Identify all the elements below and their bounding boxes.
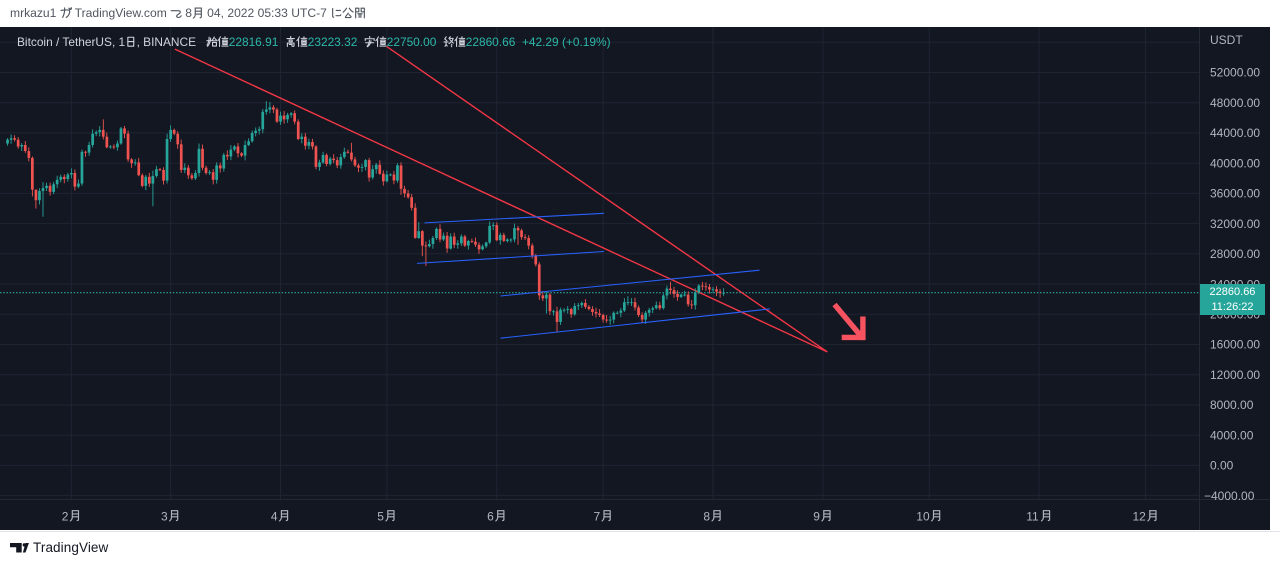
svg-text:48000.00: 48000.00	[1210, 96, 1260, 110]
svg-text:4: 4	[271, 509, 278, 523]
svg-text:10: 10	[916, 509, 930, 523]
svg-text:12: 12	[1133, 509, 1147, 523]
svg-text:12000.00: 12000.00	[1210, 368, 1260, 382]
svg-text:32000.00: 32000.00	[1210, 217, 1260, 231]
svg-text:44000.00: 44000.00	[1210, 126, 1260, 140]
svg-text:40000.00: 40000.00	[1210, 156, 1260, 170]
svg-text:8000.00: 8000.00	[1210, 398, 1254, 412]
svg-text:−4000.00: −4000.00	[1204, 489, 1255, 503]
svg-text:7: 7	[594, 509, 601, 523]
svg-text:2: 2	[62, 509, 69, 523]
svg-text:16000.00: 16000.00	[1210, 338, 1260, 352]
svg-text:28000.00: 28000.00	[1210, 247, 1260, 261]
svg-text:6: 6	[487, 509, 494, 523]
svg-text:9: 9	[813, 509, 820, 523]
svg-text:8: 8	[703, 509, 710, 523]
svg-text:USDT: USDT	[1210, 33, 1243, 47]
svg-text:4000.00: 4000.00	[1210, 428, 1254, 442]
svg-text:0.00: 0.00	[1210, 459, 1234, 473]
svg-text:36000.00: 36000.00	[1210, 187, 1260, 201]
svg-text:3: 3	[161, 509, 168, 523]
svg-text:52000.00: 52000.00	[1210, 66, 1260, 80]
svg-text:5: 5	[377, 509, 384, 523]
svg-text:11: 11	[1026, 509, 1039, 523]
